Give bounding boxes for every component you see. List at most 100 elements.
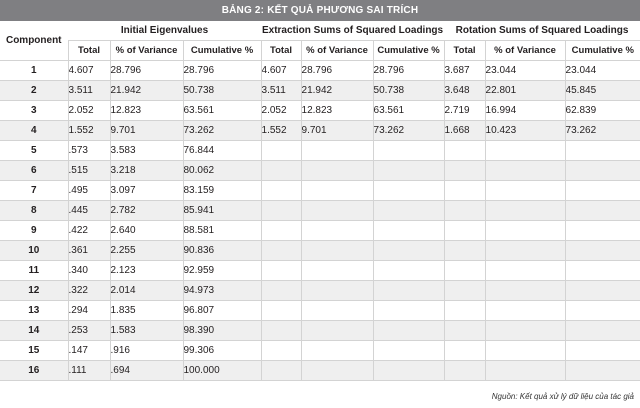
table-cell: [300, 180, 374, 201]
table-cell: 2.719: [443, 100, 486, 121]
group-header-rotation: Rotation Sums of Squared Loadings: [455, 25, 629, 36]
table-cell: [372, 340, 445, 361]
table-cell: [300, 220, 374, 241]
table-cell: .573: [67, 140, 110, 161]
table-row: 11.340 2.123 92.959: [0, 260, 640, 281]
table-cell: 50.738: [372, 80, 445, 101]
table-cell: [372, 160, 445, 181]
table-cell: [484, 220, 566, 241]
table-cell: .422: [67, 220, 110, 241]
table-cell: [564, 280, 640, 301]
group-header-extraction: Extraction Sums of Squared Loadings: [261, 25, 444, 36]
table-row: 2 3.511 21.942 50.738 3.511 21.942 50.738 3.648…: [0, 80, 640, 101]
table-cell: [260, 200, 302, 221]
table-cell: .111: [67, 360, 110, 381]
table-cell: [372, 360, 445, 381]
table-cell: 63.561: [182, 100, 262, 121]
component-cell: 10: [0, 240, 68, 261]
table-row: 4 1.552 9.701 73.262 1.552 9.701 73.262 1.668 10…: [0, 120, 640, 141]
table-cell: 85.941: [182, 200, 262, 221]
table-cell: 3.097: [109, 180, 183, 201]
component-header: Component: [5, 35, 62, 46]
table-cell: .445: [67, 200, 110, 221]
table-cell: 1.835: [109, 300, 183, 321]
table-cell: .340: [67, 260, 110, 281]
component-cell: 11: [0, 260, 68, 281]
table-cell: 98.390: [182, 320, 262, 341]
table-cell: 3.511: [260, 80, 302, 101]
table-cell: 94.973: [182, 280, 262, 301]
table-cell: 90.836: [182, 240, 262, 261]
table-row: 13.294 1.835 96.807: [0, 300, 640, 321]
table-row: 1 4.607 28.796 28.796 4.607 28.796 28.796 3.687…: [0, 60, 640, 81]
table-cell: [260, 240, 302, 261]
component-cell: 5: [0, 140, 68, 161]
table-cell: 100.000: [182, 360, 262, 381]
table-cell: [300, 360, 374, 381]
table-row: 9.422 2.640 88.581: [0, 220, 640, 241]
col-header-cumulative: Cumulative %: [564, 40, 640, 61]
table-cell: [372, 280, 445, 301]
table-row: 14.253 1.583 98.390: [0, 320, 640, 341]
component-cell: 7: [0, 180, 68, 201]
table-cell: 1.552: [67, 120, 110, 141]
table-cell: [372, 220, 445, 241]
component-cell: 2: [0, 80, 68, 101]
table-cell: [564, 200, 640, 221]
table-cell: [260, 300, 302, 321]
table-cell: 2.640: [109, 220, 183, 241]
table-cell: [484, 340, 566, 361]
table-cell: 2.255: [109, 240, 183, 261]
table-cell: 73.262: [564, 120, 640, 141]
table-cell: 21.942: [109, 80, 183, 101]
component-cell: 1: [0, 60, 68, 81]
table-cell: 28.796: [372, 60, 445, 81]
table-cell: [443, 180, 486, 201]
table-cell: 3.648: [443, 80, 486, 101]
table-cell: 99.306: [182, 340, 262, 361]
table-cell: [443, 340, 486, 361]
table-cell: 3.583: [109, 140, 183, 161]
table-cell: 1.668: [443, 120, 486, 141]
table-cell: 9.701: [300, 120, 374, 141]
table-cell: 3.687: [443, 60, 486, 81]
table-cell: [484, 280, 566, 301]
col-header-total: Total: [67, 40, 110, 61]
table-cell: 4.607: [67, 60, 110, 81]
table-cell: 2.052: [67, 100, 110, 121]
table-cell: 16.994: [484, 100, 566, 121]
table-cell: 23.044: [484, 60, 566, 81]
table-cell: [260, 160, 302, 181]
col-header-cumulative: Cumulative %: [372, 40, 445, 61]
table-cell: 21.942: [300, 80, 374, 101]
table-cell: 63.561: [372, 100, 445, 121]
component-cell: 12: [0, 280, 68, 301]
component-cell: 6: [0, 160, 68, 181]
table-row: 16.111.694 100.000: [0, 360, 640, 381]
table-cell: 28.796: [182, 60, 262, 81]
table-row: 3 2.052 12.823 63.561 2.052 12.823 63.561 2.719…: [0, 100, 640, 121]
table-cell: [564, 240, 640, 261]
table-cell: [260, 360, 302, 381]
table-row: 15.147.916 99.306: [0, 340, 640, 361]
table-cell: [443, 280, 486, 301]
table-cell: [300, 300, 374, 321]
table-cell: [372, 200, 445, 221]
table-row: 10.361 2.255 90.836: [0, 240, 640, 261]
component-cell: 13: [0, 300, 68, 321]
col-header-variance: % of Variance: [484, 40, 566, 61]
table-cell: 12.823: [300, 100, 374, 121]
table-cell: [484, 300, 566, 321]
table-cell: [484, 160, 566, 181]
component-cell: 8: [0, 200, 68, 221]
table-cell: 28.796: [109, 60, 183, 81]
table-cell: [443, 260, 486, 281]
table-cell: [372, 320, 445, 341]
table-cell: 2.123: [109, 260, 183, 281]
table-cell: 22.801: [484, 80, 566, 101]
table-cell: 1.552: [260, 120, 302, 141]
group-header-initial: Initial Eigenvalues: [120, 25, 209, 36]
table-cell: 92.959: [182, 260, 262, 281]
table-cell: 2.052: [260, 100, 302, 121]
table-cell: [564, 320, 640, 341]
